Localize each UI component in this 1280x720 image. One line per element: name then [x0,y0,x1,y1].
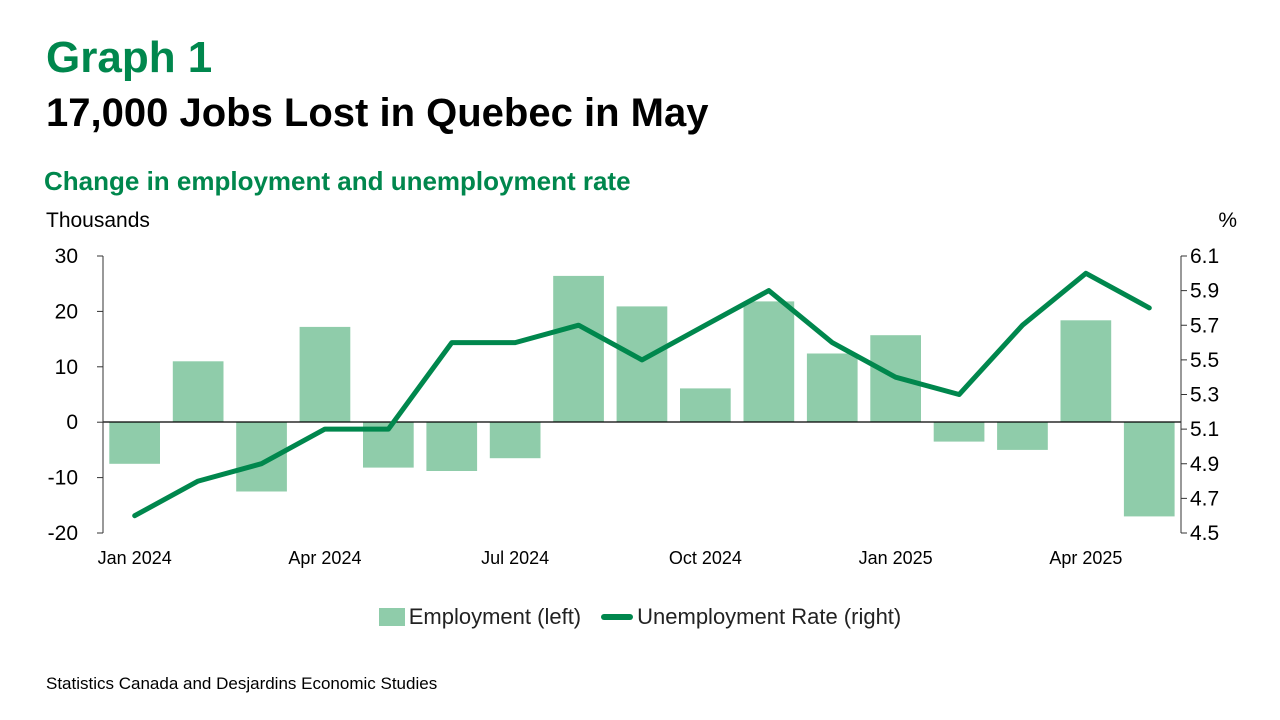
x-tick-label: Jan 2024 [98,548,172,568]
legend-swatch-unemployment [601,614,634,620]
unemployment-line [132,270,1152,519]
left-axis-unit: Thousands [46,209,150,232]
source-note: Statistics Canada and Desjardins Economi… [46,674,438,693]
employment-bar [680,388,731,423]
page-title: 17,000 Jobs Lost in Quebec in May [46,91,709,135]
employment-bar [616,306,668,423]
chart-legend: Employment (left) Unemployment Rate (rig… [0,600,1280,634]
left-tick-label: 0 [66,411,78,434]
x-tick-label: Jul 2024 [481,548,549,568]
legend-label-employment: Employment (left) [408,604,582,629]
employment-bar [933,422,985,442]
employment-bar [553,275,604,423]
employment-bar [172,361,224,423]
right-tick-label: 4.5 [1190,522,1219,545]
right-tick-label: 5.7 [1190,314,1219,337]
right-tick-label: 5.5 [1190,349,1219,372]
graph-label: Graph 1 [46,33,213,82]
left-tick-label: -20 [48,522,78,545]
chart-subtitle: Change in employment and unemployment ra… [44,166,631,196]
left-tick-label: -10 [48,467,78,490]
x-tick-label: Jan 2025 [859,548,933,568]
employment-bar [806,353,858,423]
right-axis-unit: % [1218,209,1237,232]
employment-bars [109,275,1175,517]
employment-bar [109,422,160,464]
right-tick-label: 5.3 [1190,384,1219,407]
legend-swatch-employment [378,608,405,626]
employment-bar [236,422,287,492]
left-axis-ticks: 30 20 10 0 -10 -20 [48,245,103,545]
right-tick-label: 4.7 [1190,487,1219,510]
legend-label-unemployment: Unemployment Rate (right) [637,604,902,629]
left-tick-label: 10 [55,356,78,379]
employment-bar [997,422,1048,450]
employment-bar [1060,320,1112,423]
x-tick-label: Apr 2025 [1049,548,1122,568]
employment-bar [299,326,351,423]
employment-bar [489,422,541,459]
unemployment-rate-line [132,270,1152,519]
right-tick-label: 5.9 [1190,280,1219,303]
legend-item-unemployment: Unemployment Rate (right) [601,604,901,630]
left-tick-label: 20 [55,300,78,323]
x-axis-ticks: Jan 2024 Apr 2024 Jul 2024 Oct 2024 Jan 2025… [98,548,1123,568]
employment-bar [1123,422,1175,517]
left-tick-label: 30 [55,245,78,268]
x-tick-label: Oct 2024 [669,548,742,568]
x-tick-label: Apr 2024 [288,548,361,568]
right-axis-ticks: 6.1 5.9 5.7 5.5 5.3 5.1 4.9 4.7 4.5 [1181,245,1219,545]
legend-item-employment: Employment (left) [378,604,582,630]
right-tick-label: 4.9 [1190,453,1219,476]
employment-bar [426,422,478,471]
right-tick-label: 6.1 [1190,245,1219,268]
chart-plot: Thousands % 30 20 10 0 -10 -20 6.1 5.9 5.7 5.5 5.… [46,209,1237,568]
right-tick-label: 5.1 [1190,418,1219,441]
employment-bar [743,301,795,423]
